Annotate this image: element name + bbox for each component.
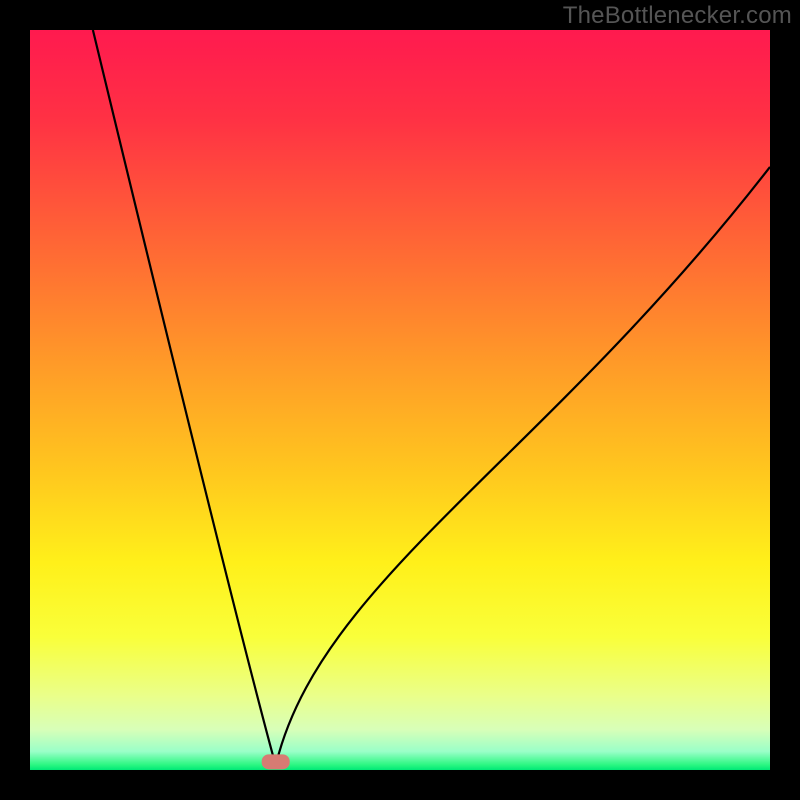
chart-stage: TheBottlenecker.com: [0, 0, 800, 800]
bottleneck-curve-plot: [0, 0, 800, 800]
plot-background: [30, 30, 770, 770]
vertex-marker: [262, 754, 290, 769]
